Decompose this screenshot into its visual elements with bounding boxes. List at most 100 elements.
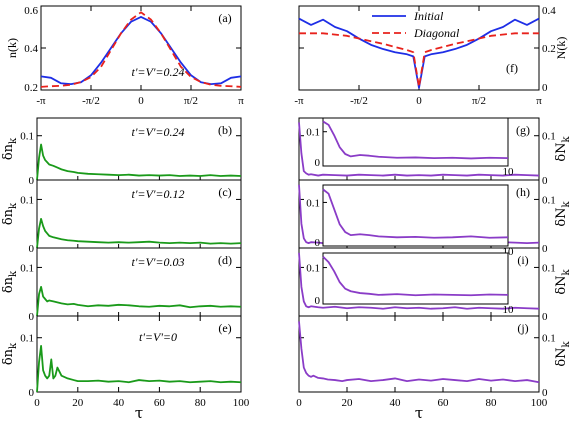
series-line-1 [40, 11, 242, 88]
x-tick-label: 80 [486, 397, 498, 409]
y-axis-label: δNk [554, 200, 572, 226]
y-axis-label: δnk [1, 202, 19, 225]
series-line-0 [36, 285, 242, 317]
x-tick-label: -π/2 [82, 95, 100, 107]
y-axis-label: δNk [554, 340, 572, 366]
series-line-0 [298, 122, 540, 177]
x-tick-label: -π [294, 95, 304, 107]
y-tick-label: 0.1 [20, 333, 34, 345]
annotation: t'=V'=0.12 [132, 187, 185, 201]
plot-frame [298, 315, 540, 393]
y-tick-label: 0.1 [20, 194, 34, 206]
y-tick-label: 0.1 [20, 262, 34, 274]
plot-frame [36, 315, 242, 393]
panel-f: 0 0.2 0.4 -π -π/2 0 π/2 π (f) N(k) Initial Diagonal [294, 5, 568, 107]
inset-frame [322, 252, 509, 305]
y-tick-label: 0 [29, 387, 35, 399]
panel-label: (f) [506, 61, 518, 75]
y-tick-label: 0.2 [24, 82, 38, 94]
panel-c: 0 0.1 (c) t'=V'=0.12 δnk [1, 179, 242, 255]
annotation: t'=V'=0 [139, 330, 177, 344]
panel-e: 0 0.1 0 20 40 60 80 100 (e) t'=V'=0 δnk τ [1, 315, 250, 422]
y-tick-label: 0 [29, 175, 35, 187]
panel-a: 0.2 0.4 0.6 -π -π/2 0 π/2 π (a) t'=V'=0.24 n(k) [5, 5, 244, 107]
x-tick-label: π/2 [472, 95, 486, 107]
series-line-1 [298, 32, 540, 88]
panel-label: (a) [218, 11, 231, 25]
panel-label: (i) [517, 253, 528, 267]
inset-x-tick-label: 10 [503, 304, 515, 316]
series-line-0 [36, 344, 242, 393]
y-tick-label: 0 [542, 387, 548, 399]
y-tick-label: 0 [542, 243, 548, 255]
inset-series [322, 255, 509, 297]
legend: Initial Diagonal [372, 9, 460, 40]
x-axis-label: τ [135, 404, 143, 422]
x-tick-label: 0 [34, 397, 40, 409]
annotation: t'=V'=0.24 [132, 65, 185, 79]
inset-y-tick-label: 0 [315, 237, 321, 249]
y-tick-label: 0 [29, 243, 35, 255]
panel-label: (h) [516, 185, 530, 199]
x-tick-label: π/2 [184, 95, 198, 107]
y-tick-label: 0.1 [20, 131, 34, 143]
series-line-0 [36, 217, 242, 249]
y-axis-label: δnk [1, 342, 19, 365]
y-axis-label: δnk [1, 270, 19, 293]
y-tick-label: 0.1 [542, 131, 556, 143]
panel-d: 0 0.1 (d) t'=V'=0.03 δnk [1, 247, 242, 323]
x-tick-label: 0 [296, 397, 302, 409]
series-line-0 [36, 143, 242, 181]
x-tick-label: π [238, 95, 244, 107]
y-tick-label: 0 [542, 311, 548, 323]
inset-x-tick-label: 10 [503, 166, 515, 178]
panel-h: 0 0.1 (h) δNk 0 0.1 10 [298, 179, 572, 258]
x-tick-label: 80 [195, 397, 207, 409]
inset-y-tick-label: 0.1 [306, 127, 320, 139]
inset-y-tick-label: 0.1 [306, 263, 320, 275]
inset-series [322, 188, 509, 239]
panel-label: (g) [516, 123, 530, 137]
inset-h: 0 0.1 10 [306, 184, 515, 258]
series-line-0 [298, 17, 540, 89]
inset-x-tick-label: 10 [503, 246, 515, 258]
x-tick-label: 20 [72, 397, 84, 409]
y-axis-label: δnk [1, 137, 19, 160]
legend-label-0: Initial [413, 9, 444, 23]
panel-g: 0 0.1 (g) δNk 0 0.1 10 [298, 117, 572, 187]
inset-frame [322, 184, 509, 247]
panel-label: (b) [218, 123, 232, 137]
panel-label: (e) [218, 321, 231, 335]
inset-g: 0 0.1 10 [306, 117, 515, 178]
x-tick-label: 100 [531, 397, 548, 409]
panel-i: 0 0.1 (i) δNk 0 0.1 10 [298, 247, 572, 323]
y-tick-label: 0.1 [542, 194, 556, 206]
panel-b: 0 0.1 (b) t'=V'=0.24 δnk [1, 117, 242, 187]
y-axis-label: N(k) [554, 37, 568, 60]
x-tick-label: -π [36, 95, 46, 107]
panel-label: (j) [517, 321, 528, 335]
x-tick-label: 100 [233, 397, 250, 409]
y-axis-label: n(k) [5, 38, 19, 58]
x-tick-label: 20 [342, 397, 354, 409]
annotation: t'=V'=0.24 [132, 125, 185, 139]
panel-label: (d) [218, 253, 232, 267]
y-tick-label: 0 [29, 311, 35, 323]
y-tick-label: 0 [542, 175, 548, 187]
x-tick-label: 40 [390, 397, 402, 409]
x-tick-label: 60 [154, 397, 166, 409]
inset-i: 0 0.1 10 [306, 252, 515, 316]
x-tick-label: 0 [416, 95, 422, 107]
x-tick-label: π [536, 95, 542, 107]
x-tick-label: 60 [438, 397, 450, 409]
x-tick-label: 40 [113, 397, 125, 409]
y-tick-label: 0.6 [24, 5, 38, 17]
y-tick-label: 0.1 [542, 333, 556, 345]
inset-y-tick-label: 0.1 [306, 197, 320, 209]
inset-series [322, 120, 509, 160]
annotation: t'=V'=0.03 [132, 255, 185, 269]
inset-y-tick-label: 0 [315, 157, 321, 169]
y-tick-label: 0.4 [542, 5, 556, 17]
inset-y-tick-label: 0 [315, 295, 321, 307]
